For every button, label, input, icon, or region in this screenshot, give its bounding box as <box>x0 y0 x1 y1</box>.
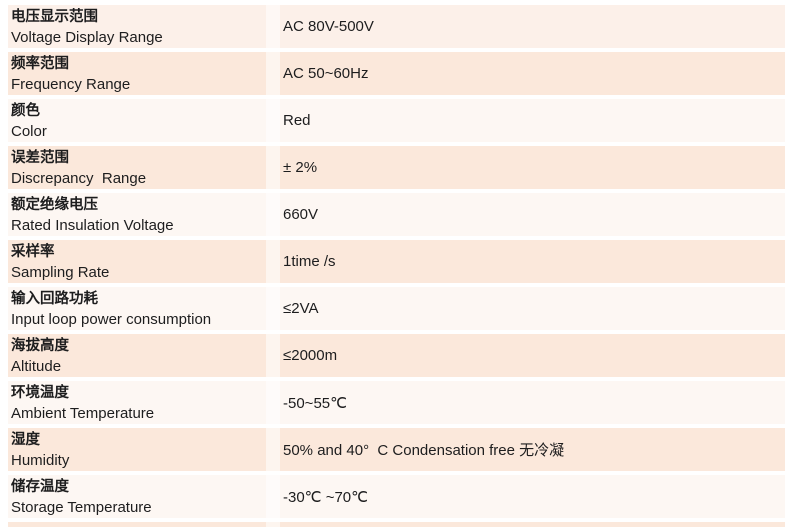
column-gap <box>266 5 280 48</box>
label-english: Altitude <box>11 358 62 375</box>
column-gap <box>266 146 280 189</box>
table-row: 频率范围 Frequency Range AC 50~60Hz <box>8 52 785 95</box>
value-text: AC 50~60Hz <box>283 65 369 82</box>
column-gap <box>266 475 280 518</box>
value-text: -30℃ ~70℃ <box>283 488 368 506</box>
label-chinese: 电压显示范围 <box>11 9 98 25</box>
bottom-bar-column-gap <box>266 522 280 527</box>
label-cell: 湿度 Humidity <box>8 428 266 471</box>
table-row: 海拔高度 Altitude ≤2000m <box>8 334 785 377</box>
column-gap <box>266 193 280 236</box>
label-english: Discrepancy Range <box>11 170 147 187</box>
label-english: Humidity <box>11 452 70 469</box>
value-cell: AC 80V-500V <box>280 5 785 48</box>
label-chinese: 误差范围 <box>11 150 69 166</box>
value-cell: AC 50~60Hz <box>280 52 785 95</box>
label-english: Ambient Temperature <box>11 405 155 422</box>
column-gap <box>266 381 280 424</box>
label-cell: 海拔高度 Altitude <box>8 334 266 377</box>
value-text: 660V <box>283 206 319 223</box>
label-english: Storage Temperature <box>11 499 152 516</box>
label-english: Voltage Display Range <box>11 29 163 46</box>
value-text: Red <box>283 112 311 129</box>
value-text: 50% and 40° C Condensation free 无冷凝 <box>283 442 565 459</box>
label-chinese: 储存温度 <box>11 479 69 495</box>
value-cell: 660V <box>280 193 785 236</box>
value-cell: 1time /s <box>280 240 785 283</box>
value-text: ≤2VA <box>283 300 319 317</box>
label-cell: 采样率 Sampling Rate <box>8 240 266 283</box>
bottom-bar <box>8 522 785 527</box>
label-english: Rated Insulation Voltage <box>11 217 174 234</box>
table-row: 环境温度 Ambient Temperature -50~55℃ <box>8 381 785 424</box>
value-cell: ≤2000m <box>280 334 785 377</box>
value-text: ≤2000m <box>283 347 338 364</box>
column-gap <box>266 240 280 283</box>
label-english: Input loop power consumption <box>11 311 212 328</box>
table-row: 颜色 Color Red <box>8 99 785 142</box>
value-cell: Red <box>280 99 785 142</box>
label-english: Sampling Rate <box>11 264 110 281</box>
table-row: 输入回路功耗 Input loop power consumption ≤2VA <box>8 287 785 330</box>
label-chinese: 额定绝缘电压 <box>11 197 98 213</box>
label-cell: 频率范围 Frequency Range <box>8 52 266 95</box>
label-chinese: 湿度 <box>11 432 40 448</box>
value-text: 1time /s <box>283 253 336 270</box>
label-cell: 额定绝缘电压 Rated Insulation Voltage <box>8 193 266 236</box>
table-row: 电压显示范围 Voltage Display Range AC 80V-500V <box>8 5 785 48</box>
label-chinese: 颜色 <box>11 103 40 119</box>
bottom-bar-value-segment <box>280 522 785 527</box>
value-cell: 50% and 40° C Condensation free 无冷凝 <box>280 428 785 471</box>
value-text: ± 2% <box>283 159 318 176</box>
column-gap <box>266 334 280 377</box>
label-chinese: 环境温度 <box>11 385 69 401</box>
column-gap <box>266 428 280 471</box>
bottom-bar-label-segment <box>8 522 266 527</box>
label-cell: 环境温度 Ambient Temperature <box>8 381 266 424</box>
column-gap <box>266 287 280 330</box>
value-text: AC 80V-500V <box>283 18 374 35</box>
value-cell: -30℃ ~70℃ <box>280 475 785 518</box>
label-cell: 储存温度 Storage Temperature <box>8 475 266 518</box>
label-english: Frequency Range <box>11 76 131 93</box>
label-cell: 颜色 Color <box>8 99 266 142</box>
column-gap <box>266 99 280 142</box>
table-row: 误差范围 Discrepancy Range ± 2% <box>8 146 785 189</box>
value-cell: -50~55℃ <box>280 381 785 424</box>
table-row: 额定绝缘电压 Rated Insulation Voltage 660V <box>8 193 785 236</box>
label-chinese: 海拔高度 <box>11 338 69 354</box>
label-cell: 误差范围 Discrepancy Range <box>8 146 266 189</box>
label-cell: 输入回路功耗 Input loop power consumption <box>8 287 266 330</box>
label-chinese: 采样率 <box>11 244 55 260</box>
value-cell: ≤2VA <box>280 287 785 330</box>
table-row: 湿度 Humidity 50% and 40° C Condensation f… <box>8 428 785 471</box>
column-gap <box>266 52 280 95</box>
label-chinese: 频率范围 <box>11 56 69 72</box>
value-cell: ± 2% <box>280 146 785 189</box>
table-row: 采样率 Sampling Rate 1time /s <box>8 240 785 283</box>
table-row: 储存温度 Storage Temperature -30℃ ~70℃ <box>8 475 785 518</box>
label-cell: 电压显示范围 Voltage Display Range <box>8 5 266 48</box>
label-chinese: 输入回路功耗 <box>11 291 98 307</box>
label-english: Color <box>11 123 47 140</box>
value-text: -50~55℃ <box>283 394 347 412</box>
